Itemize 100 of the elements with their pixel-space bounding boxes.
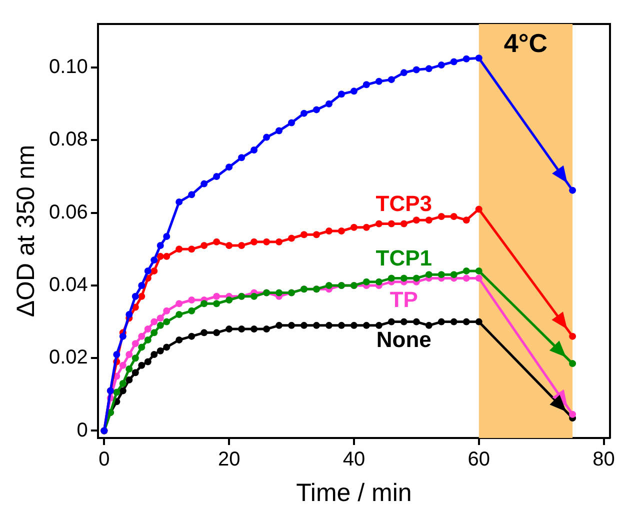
point [113,350,120,358]
point [425,322,432,329]
x-tick-label: 80 [592,448,615,471]
point [288,322,296,329]
point [438,271,445,278]
point [200,329,208,336]
point [119,380,126,388]
point [163,232,170,240]
point [188,246,196,253]
point [163,252,170,260]
point [156,252,164,260]
point [425,271,432,278]
point [226,164,233,171]
point [288,234,296,242]
point [250,238,258,246]
point [176,311,183,318]
point [250,292,258,300]
point [462,318,470,326]
point [163,318,170,326]
point [138,332,146,340]
point [475,206,482,213]
series-label: TCP3 [376,190,432,216]
x-tick-label: 0 [98,448,110,471]
point [213,292,220,300]
point [138,292,146,300]
point [263,326,270,333]
point [362,278,370,286]
point [350,322,358,329]
point [450,318,458,326]
point [462,55,470,62]
point [176,336,183,344]
point [150,267,158,274]
point [213,329,220,336]
point [138,282,146,289]
point [132,340,139,348]
point [388,318,395,326]
point [325,322,332,329]
point [475,318,482,326]
point [238,154,246,162]
y-tick-label: 0.04 [48,274,88,296]
point [375,278,382,286]
y-tick-label: 0.02 [48,346,88,369]
point [276,127,283,134]
point [338,322,345,329]
point [126,350,133,358]
point [412,274,420,282]
point [188,307,196,314]
point [226,242,233,250]
point [144,358,152,366]
point [475,54,482,62]
point [150,350,158,358]
point [276,289,283,296]
point [176,300,183,308]
point [300,322,308,329]
point [475,267,482,274]
x-tick-label: 60 [468,448,490,471]
point [388,76,395,84]
point [462,216,470,224]
point [226,326,233,333]
point [325,228,332,234]
point [300,231,308,238]
point [200,242,208,250]
point [132,354,139,362]
point [156,242,164,250]
point [438,318,445,326]
point [176,198,183,206]
point [263,134,270,141]
point [213,238,220,246]
point [188,296,196,304]
point [362,322,370,329]
point [213,173,220,180]
x-tick-label: 20 [218,448,240,471]
point [250,326,258,333]
point [250,146,258,154]
point [126,311,133,318]
point [325,100,332,108]
point [132,292,139,300]
point [300,110,308,117]
point [126,376,133,384]
point [569,332,576,340]
point [238,242,246,250]
point [138,344,146,351]
point [156,314,164,322]
point [188,191,196,198]
point [176,246,183,253]
band-label: 4°C [504,28,548,58]
point [156,322,164,329]
point [200,300,208,308]
point [388,220,395,228]
point [150,329,158,336]
point [450,58,458,66]
point [462,274,470,282]
point [150,318,158,326]
point [375,322,382,329]
point [375,220,382,228]
point [569,360,576,368]
point [163,344,170,351]
point [126,366,133,372]
point [163,307,170,314]
point [276,322,283,329]
